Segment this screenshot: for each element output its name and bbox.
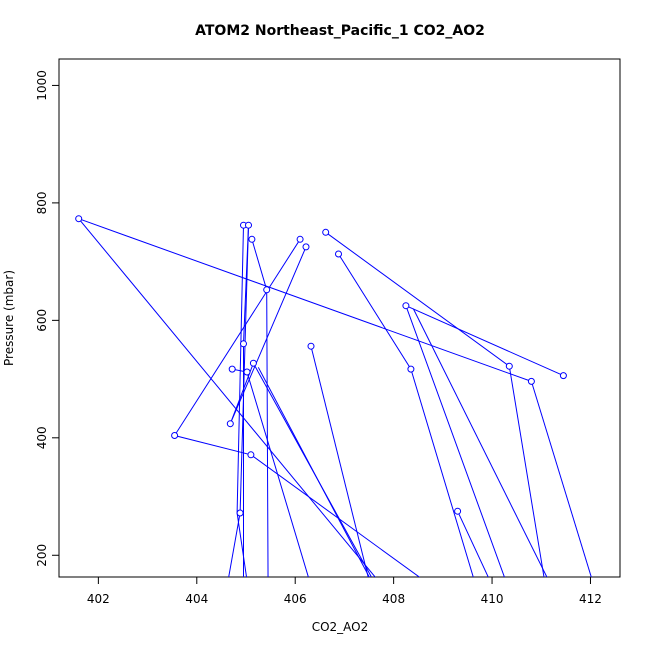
points-layer [75, 215, 567, 517]
data-point [559, 372, 567, 380]
data-point [263, 286, 271, 294]
data-point [228, 365, 236, 373]
x-tick-label: 408 [382, 592, 405, 606]
x-tick-label: 406 [284, 592, 307, 606]
data-point [302, 243, 310, 251]
y-tick-label: 600 [35, 309, 49, 332]
data-point [527, 377, 535, 385]
x-tick-label: 410 [481, 592, 504, 606]
data-point [171, 432, 179, 439]
y-tick-label: 1000 [35, 70, 49, 101]
y-tick-label: 400 [35, 426, 49, 449]
data-point [247, 451, 255, 459]
data-point [245, 221, 252, 229]
data-point [402, 302, 410, 310]
x-tick-label: 412 [579, 592, 602, 606]
data-point [240, 340, 247, 348]
x-tick-label: 404 [185, 592, 208, 606]
data-point [335, 250, 342, 258]
data-point [322, 228, 330, 236]
series-line [310, 346, 369, 577]
data-point [407, 365, 415, 373]
series-line [232, 368, 309, 577]
y-tick-label: 200 [35, 544, 49, 567]
plot-frame [58, 58, 621, 578]
y-axis-label: Pressure (mbar) [2, 270, 16, 366]
x-axis: 402 404 406 408 410 412 [87, 576, 602, 606]
data-point [236, 509, 244, 517]
x-tick-label: 402 [87, 592, 110, 606]
data-point [505, 362, 513, 370]
data-point [226, 420, 234, 428]
y-axis: 200 400 600 800 1000 [35, 70, 60, 567]
data-point [248, 235, 256, 243]
y-tick-label: 800 [35, 191, 49, 214]
data-point [243, 368, 251, 376]
series-line [77, 217, 532, 577]
data-point [296, 235, 304, 243]
series-line [412, 308, 548, 577]
series-line [457, 510, 489, 577]
series-line [173, 239, 421, 577]
data-point [249, 359, 257, 367]
x-axis-label: CO2_AO2 [312, 620, 369, 634]
chart-title: ATOM2 Northeast_Pacific_1 CO2_AO2 [195, 23, 485, 39]
series-line [229, 246, 373, 577]
series-line [243, 225, 249, 577]
series-line [530, 381, 592, 577]
data-point [75, 215, 83, 223]
series-layer [77, 217, 592, 577]
data-point [307, 342, 315, 350]
data-point [454, 507, 462, 515]
